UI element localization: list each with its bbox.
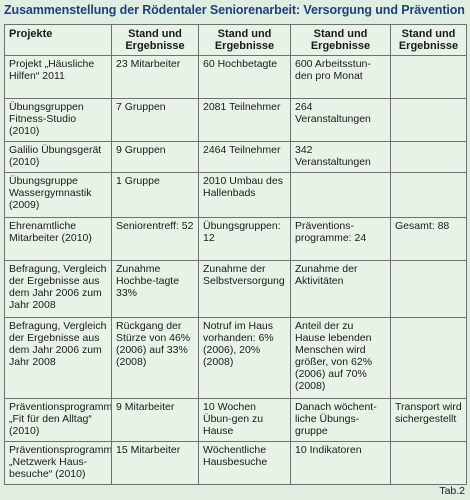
table-cell: Ehrenamtliche Mitarbeiter (2010): [4, 217, 112, 261]
table-cell: [390, 317, 467, 399]
table-cell: Übungsgruppen: 12: [198, 217, 291, 261]
table-row: Übungsgruppen Fitness-Studio (2010) 7 Gr…: [4, 98, 467, 142]
table-cell: 9 Mitarbeiter: [111, 398, 199, 442]
table-cell: Galilio Übungsgerät (2010): [4, 141, 112, 173]
table-row: Befragung, Vergleich der Ergebnisse aus …: [4, 260, 467, 318]
table-cell: 10 Wochen Übun-gen zu Hause: [198, 398, 291, 442]
table-row: Befragung, Vergleich der Ergebnisse aus …: [4, 317, 467, 399]
table-cell: Befragung, Vergleich der Ergebnisse aus …: [4, 317, 112, 399]
column-header: Projekte: [4, 24, 112, 56]
table-cell: Zunahme Hochbe-tagte 33%: [111, 260, 199, 318]
table-row: Galilio Übungsgerät (2010) 9 Gruppen 246…: [4, 141, 467, 173]
table-cell: [390, 172, 467, 218]
table-row: Präventionsprogramm „Netzwerk Haus-besuc…: [4, 441, 467, 485]
table-cell: Rückgang der Stürze von 46% (2006) auf 3…: [111, 317, 199, 399]
table-header-row: Projekte Stand und Ergebnisse Stand und …: [4, 24, 467, 56]
table-cell: Seniorentreff: 52: [111, 217, 199, 261]
table-cell: [290, 172, 391, 218]
table-cell: [390, 55, 467, 99]
table-cell: Präventionsprogramm „Netzwerk Haus-besuc…: [4, 441, 112, 485]
column-header: Stand und Ergebnisse: [198, 24, 291, 56]
table-cell: 9 Gruppen: [111, 141, 199, 173]
table-cell: Präventions-programme: 24: [290, 217, 391, 261]
table-cell: [390, 260, 467, 318]
table-cell: [390, 141, 467, 173]
table-cell: Danach wöchent-liche Übungs-gruppe: [290, 398, 391, 442]
column-header: Stand und Ergebnisse: [290, 24, 391, 56]
table-cell: 264 Veranstaltungen: [290, 98, 391, 142]
table-row: Übungsgruppe Wassergymnastik (2009) 1 Gr…: [4, 172, 467, 218]
column-header: Stand und Ergebnisse: [390, 24, 467, 56]
table-cell: Wöchentliche Hausbesuche: [198, 441, 291, 485]
table-row: Ehrenamtliche Mitarbeiter (2010) Seniore…: [4, 217, 467, 261]
table-cell: 23 Mitarbeiter: [111, 55, 199, 99]
column-header: Stand und Ergebnisse: [111, 24, 199, 56]
table-cell: 1 Gruppe: [111, 172, 199, 218]
table-row: Präventionsprogramm „Fit für den Alltag“…: [4, 398, 467, 442]
table-cell: [390, 98, 467, 142]
table-cell: 2010 Umbau des Hallenbads: [198, 172, 291, 218]
table-cell: Zunahme der Selbstversorgung: [198, 260, 291, 318]
table-cell: Zunahme der Aktivitäten: [290, 260, 391, 318]
table-cell: Präventionsprogramm „Fit für den Alltag“…: [4, 398, 112, 442]
table-cell: [390, 441, 467, 485]
table-label: Tab.2: [439, 485, 465, 497]
table-cell: Gesamt: 88: [390, 217, 467, 261]
table-cell: Übungsgruppen Fitness-Studio (2010): [4, 98, 112, 142]
table-cell: 60 Hochbetagte: [198, 55, 291, 99]
table-cell: 2081 Teilnehmer: [198, 98, 291, 142]
table-cell: 342 Veranstaltungen: [290, 141, 391, 173]
table-cell: 7 Gruppen: [111, 98, 199, 142]
table-cell: 10 Indikatoren: [290, 441, 391, 485]
data-table: Projekte Stand und Ergebnisse Stand und …: [4, 24, 467, 485]
table-cell: Befragung, Vergleich der Ergebnisse aus …: [4, 260, 112, 318]
table-cell: 2464 Teilnehmer: [198, 141, 291, 173]
table-cell: 15 Mitarbeiter: [111, 441, 199, 485]
table-cell: Anteil der zu Hause lebenden Menschen wi…: [290, 317, 391, 399]
table-row: Projekt „Häusliche Hilfen“ 2011 23 Mitar…: [4, 55, 467, 99]
table-title: Zusammenstellung der Rödentaler Senioren…: [4, 3, 465, 17]
table-cell: Transport wird sichergestellt: [390, 398, 467, 442]
table-cell: Notruf im Haus vorhanden: 6% (2006), 20%…: [198, 317, 291, 399]
table-cell: Projekt „Häusliche Hilfen“ 2011: [4, 55, 112, 99]
table-cell: 600 Arbeitsstun-den pro Monat: [290, 55, 391, 99]
table-cell: Übungsgruppe Wassergymnastik (2009): [4, 172, 112, 218]
